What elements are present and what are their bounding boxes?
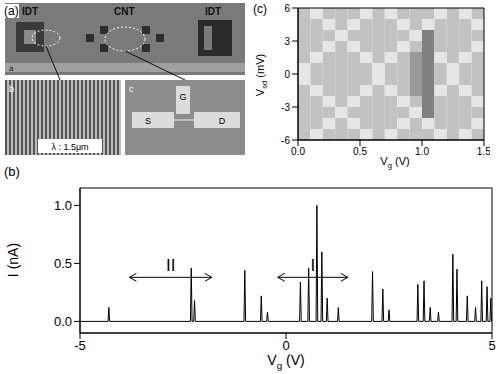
svg-text:-5: -5 xyxy=(74,338,86,353)
html-text:I (nA): I (nA) xyxy=(5,242,21,278)
svg-text:D: D xyxy=(219,116,226,126)
svg-text:-6: -6 xyxy=(281,135,290,146)
svg-text:IDT: IDT xyxy=(205,6,221,17)
svg-text:S: S xyxy=(145,116,151,126)
svg-text:0: 0 xyxy=(282,338,289,353)
svg-text:G: G xyxy=(179,92,186,102)
svg-text:0.0: 0.0 xyxy=(54,314,72,329)
svg-text:1.0: 1.0 xyxy=(415,146,429,157)
svg-text:c: c xyxy=(129,84,134,94)
svg-text:b: b xyxy=(9,84,14,94)
svg-text:a: a xyxy=(9,64,14,73)
html-text:V: V xyxy=(254,88,266,97)
svg-text:3: 3 xyxy=(284,36,290,47)
svg-text:-3: -3 xyxy=(281,102,290,113)
svg-text:IDT: IDT xyxy=(22,6,38,17)
svg-text:0.0: 0.0 xyxy=(291,146,305,157)
html-text:sd: sd xyxy=(260,80,270,89)
html-text:(b): (b) xyxy=(4,164,20,179)
svg-text:I: I xyxy=(310,256,315,275)
html-text:(mV): (mV) xyxy=(254,53,266,81)
svg-text:0.5: 0.5 xyxy=(54,256,72,271)
svg-text:6: 6 xyxy=(284,3,290,14)
html-text:Vg(V): Vg(V) xyxy=(380,155,410,171)
svg-text:1.0: 1.0 xyxy=(54,198,72,213)
svg-text:1.5: 1.5 xyxy=(477,146,490,157)
html-text:Vg(V): Vg(V) xyxy=(267,352,305,371)
svg-text:II: II xyxy=(166,256,175,275)
svg-text:0: 0 xyxy=(284,69,290,80)
html-text:(a): (a) xyxy=(4,4,19,18)
svg-text:λ : 1.5μm: λ : 1.5μm xyxy=(51,142,88,152)
svg-text:0.5: 0.5 xyxy=(353,146,367,157)
svg-text:5: 5 xyxy=(488,338,495,353)
svg-text:CNT: CNT xyxy=(114,6,135,17)
html-text:(c): (c) xyxy=(253,2,267,16)
